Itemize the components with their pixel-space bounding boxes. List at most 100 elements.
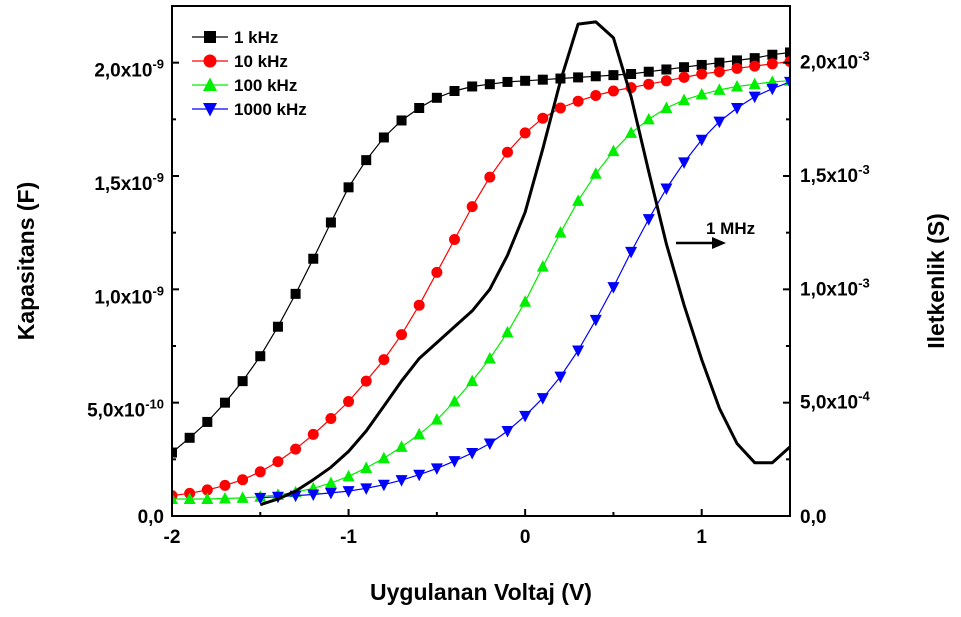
y-tick-label-mantissa: 1,5x10 [94, 174, 152, 195]
data-point [237, 474, 249, 486]
data-point [237, 376, 248, 387]
data-point [236, 491, 249, 503]
series-1000-khz [254, 76, 790, 505]
y-tick-label-mantissa: 5,0x10 [87, 401, 145, 422]
data-point [449, 233, 461, 245]
y2-tick-label-mantissa: 5,0x10 [800, 393, 858, 414]
data-point [713, 66, 725, 78]
y2-tick-label-mantissa: 1,0x10 [800, 279, 858, 300]
data-point [713, 83, 726, 95]
legend-item: 10 kHz [192, 52, 288, 71]
data-point [449, 86, 460, 96]
data-point [678, 71, 690, 83]
data-point [183, 492, 196, 504]
y-axis-title: Kapasitans (F) [13, 182, 39, 340]
data-point [172, 447, 177, 458]
data-point [520, 75, 531, 86]
series-layer [172, 20, 790, 507]
data-point [360, 375, 372, 387]
data-point [172, 492, 178, 504]
data-point [785, 47, 790, 58]
data-point [361, 155, 372, 166]
data-point [413, 299, 425, 311]
y-tick-label-exponent: -9 [152, 57, 164, 72]
legend-item: 100 kHz [192, 76, 297, 95]
data-point [784, 76, 790, 89]
legend-swatch-marker [203, 77, 217, 91]
data-point [378, 132, 389, 143]
data-point [272, 321, 283, 332]
data-point [413, 469, 426, 482]
y2-tick-label-exponent: -3 [858, 49, 870, 64]
legend-label: 100 kHz [234, 76, 297, 95]
data-point [466, 374, 479, 387]
data-point [254, 466, 266, 478]
series-line [172, 80, 790, 500]
data-point [360, 483, 373, 495]
data-point [678, 93, 691, 106]
y2-tick-label-mantissa: 2,0x10 [800, 53, 858, 74]
data-point [643, 78, 655, 90]
data-point [519, 127, 531, 139]
data-point [377, 479, 390, 492]
data-point [731, 103, 744, 115]
y2-tick-label: 1,0x10-3 [800, 275, 870, 300]
data-point [590, 71, 601, 82]
annotation-1mhz: 1 MHz [676, 219, 755, 249]
y2-tick-label-exponent: -4 [858, 389, 870, 404]
data-point [607, 85, 619, 97]
data-point [679, 62, 690, 73]
data-point [343, 396, 355, 408]
data-point [661, 64, 672, 75]
y-tick-label-exponent: -10 [145, 397, 164, 412]
data-point [572, 194, 585, 206]
data-point [395, 475, 408, 487]
x-tick-label: -1 [340, 527, 357, 548]
data-point [625, 126, 638, 138]
y-tick-label: 5,0x10-10 [87, 397, 164, 422]
data-point [342, 469, 355, 482]
data-point [413, 427, 426, 440]
data-point [324, 487, 337, 500]
legend-label: 1000 kHz [234, 100, 307, 119]
data-point [696, 68, 708, 80]
data-point [536, 393, 549, 405]
data-point [307, 489, 320, 501]
x-tick-label: 1 [696, 527, 707, 548]
y-tick-label-mantissa: 1,0x10 [94, 287, 152, 308]
data-point [484, 79, 495, 90]
y2-tick-label-mantissa: 0,0 [800, 507, 826, 528]
data-point [714, 57, 725, 68]
data-point [589, 167, 602, 179]
data-point [254, 492, 267, 505]
data-point [626, 69, 637, 79]
data-point [218, 492, 231, 504]
data-point [607, 282, 620, 294]
data-point [572, 95, 584, 107]
data-point [219, 479, 231, 491]
data-point [396, 329, 408, 341]
y-tick-label: 1,5x10-9 [94, 170, 164, 195]
data-point [537, 74, 548, 85]
data-point [519, 410, 532, 423]
data-point [731, 62, 743, 74]
data-point [448, 456, 461, 468]
y-tick-label: 1,0x10-9 [94, 283, 164, 308]
data-point [255, 351, 266, 362]
data-point [308, 253, 319, 264]
data-point [608, 70, 619, 81]
data-point [642, 214, 655, 226]
data-point [467, 81, 478, 92]
series-1-khz [172, 47, 790, 458]
data-point [696, 59, 707, 70]
legend-label: 1 kHz [234, 28, 278, 47]
data-point [272, 456, 284, 468]
data-point [501, 325, 514, 338]
data-point [572, 345, 585, 358]
series-10-khz [172, 56, 790, 502]
data-point [625, 246, 638, 259]
y-tick-label-exponent: -9 [152, 283, 164, 298]
data-point [184, 432, 195, 443]
data-point [554, 226, 567, 238]
data-point [642, 112, 655, 125]
